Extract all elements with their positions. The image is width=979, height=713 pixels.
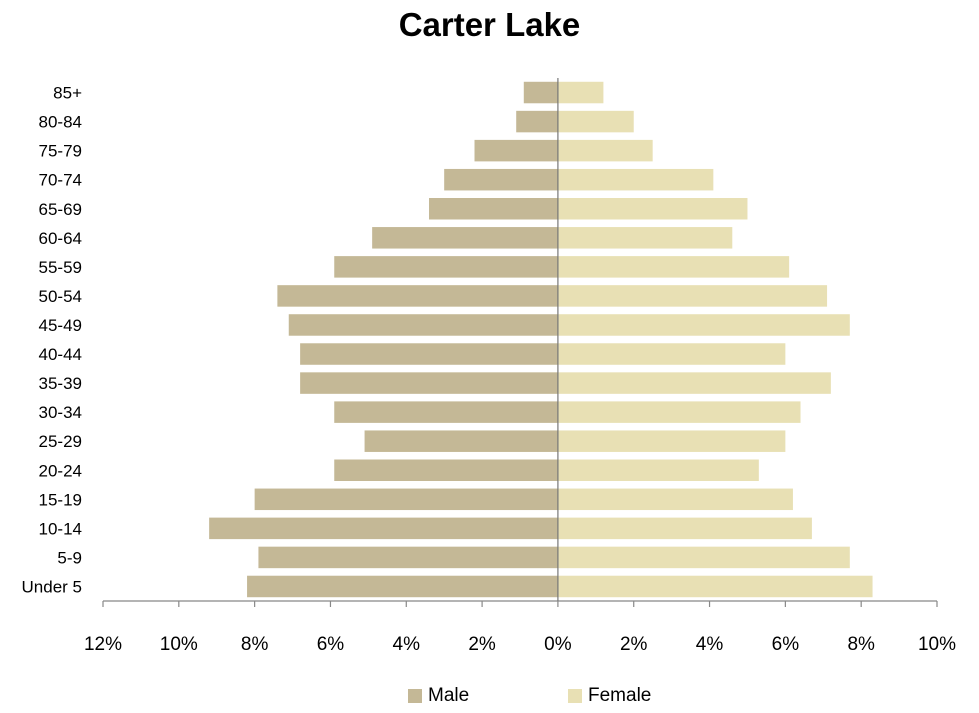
x-tick-label: 6% xyxy=(772,634,800,655)
x-tick-label: 2% xyxy=(620,634,648,655)
y-tick-label: 50-54 xyxy=(39,287,82,306)
bar-female-50-54 xyxy=(557,285,828,307)
bar-female-80-84 xyxy=(557,110,634,133)
bar-male-75-79 xyxy=(474,139,558,162)
x-tick-label: 6% xyxy=(317,634,345,655)
bar-female-15-19 xyxy=(557,488,793,511)
x-tick-label: 8% xyxy=(847,634,875,655)
bar-female-70-74 xyxy=(557,168,714,191)
x-tick-label: 10% xyxy=(918,634,956,655)
y-tick-label: 55-59 xyxy=(39,258,82,277)
bar-male-30-34 xyxy=(334,401,558,423)
y-tick-label: 45-49 xyxy=(39,316,82,335)
bar-male-55-59 xyxy=(334,256,558,278)
bar-female-55-59 xyxy=(557,256,790,278)
y-tick-label: 85+ xyxy=(53,84,82,103)
bar-male-60-64 xyxy=(372,227,558,249)
bar-female-65-69 xyxy=(557,197,748,220)
y-tick-label: 10-14 xyxy=(39,519,82,538)
legend: Male Female xyxy=(0,685,979,711)
legend-item-male: Male xyxy=(408,685,469,707)
y-axis-labels: Under 5 5-9 10-14 15-19 20-24 25-29 30-34 35-39… xyxy=(22,84,83,597)
y-tick-label: 65-69 xyxy=(39,200,82,219)
legend-label-male: Male xyxy=(428,685,470,706)
x-tick-label: 10% xyxy=(160,634,198,655)
x-tick-label: 12% xyxy=(84,634,122,655)
bar-male-15-19 xyxy=(254,488,558,511)
y-tick-label: 75-79 xyxy=(39,142,82,161)
y-tick-label: 5-9 xyxy=(57,548,82,567)
chart-title: Carter Lake xyxy=(398,6,581,43)
bar-female-25-29 xyxy=(557,430,786,452)
bar-male-under-5 xyxy=(247,575,558,598)
x-tick-label: 4% xyxy=(696,634,724,655)
y-tick-label: 80-84 xyxy=(39,113,82,132)
y-tick-label: 15-19 xyxy=(39,490,82,509)
x-axis-labels: 12% 10% 8% 6% 4% 2% 0% 2% 4% 6% 8% 10% xyxy=(84,634,956,655)
bar-female-85+ xyxy=(557,81,604,104)
y-tick-label: Under 5 xyxy=(22,577,82,596)
bar-male-85+ xyxy=(523,81,558,104)
y-tick-label: 70-74 xyxy=(39,171,82,190)
bar-male-45-49 xyxy=(288,314,558,336)
bar-male-50-54 xyxy=(277,285,558,307)
x-tick-label: 8% xyxy=(241,634,269,655)
bar-male-70-74 xyxy=(444,168,558,191)
bar-male-5-9 xyxy=(258,546,558,569)
bar-male-40-44 xyxy=(300,343,558,365)
y-tick-label: 25-29 xyxy=(39,432,82,451)
y-tick-label: 35-39 xyxy=(39,374,82,393)
x-tick-label: 4% xyxy=(393,634,421,655)
bar-female-40-44 xyxy=(557,343,786,365)
bar-male-10-14 xyxy=(209,517,558,540)
bar-male-80-84 xyxy=(516,110,558,133)
x-tick-label: 2% xyxy=(468,634,496,655)
bar-female-35-39 xyxy=(557,372,831,394)
bar-male-20-24 xyxy=(334,459,558,482)
y-tick-label: 60-64 xyxy=(39,229,82,248)
bar-female-10-14 xyxy=(557,517,812,540)
bar-male-25-29 xyxy=(364,430,558,452)
female-bars xyxy=(557,81,873,598)
bar-male-35-39 xyxy=(300,372,558,394)
y-tick-label: 40-44 xyxy=(39,345,82,364)
bar-female-5-9 xyxy=(557,546,850,569)
male-bars xyxy=(209,81,558,598)
bar-female-20-24 xyxy=(557,459,759,482)
y-tick-label: 20-24 xyxy=(39,461,82,480)
bar-female-75-79 xyxy=(557,139,653,162)
legend-swatch-male xyxy=(408,689,422,703)
legend-label-female: Female xyxy=(588,685,652,706)
bar-female-under-5 xyxy=(557,575,873,598)
y-tick-label: 30-34 xyxy=(39,403,82,422)
bar-female-60-64 xyxy=(557,227,733,249)
x-tick-label: 0% xyxy=(544,634,572,655)
bar-female-30-34 xyxy=(557,401,801,423)
legend-swatch-female xyxy=(568,689,582,703)
legend-item-female: Female xyxy=(568,685,651,707)
bar-female-45-49 xyxy=(557,314,850,336)
x-axis xyxy=(102,600,938,607)
bar-male-65-69 xyxy=(429,197,558,220)
